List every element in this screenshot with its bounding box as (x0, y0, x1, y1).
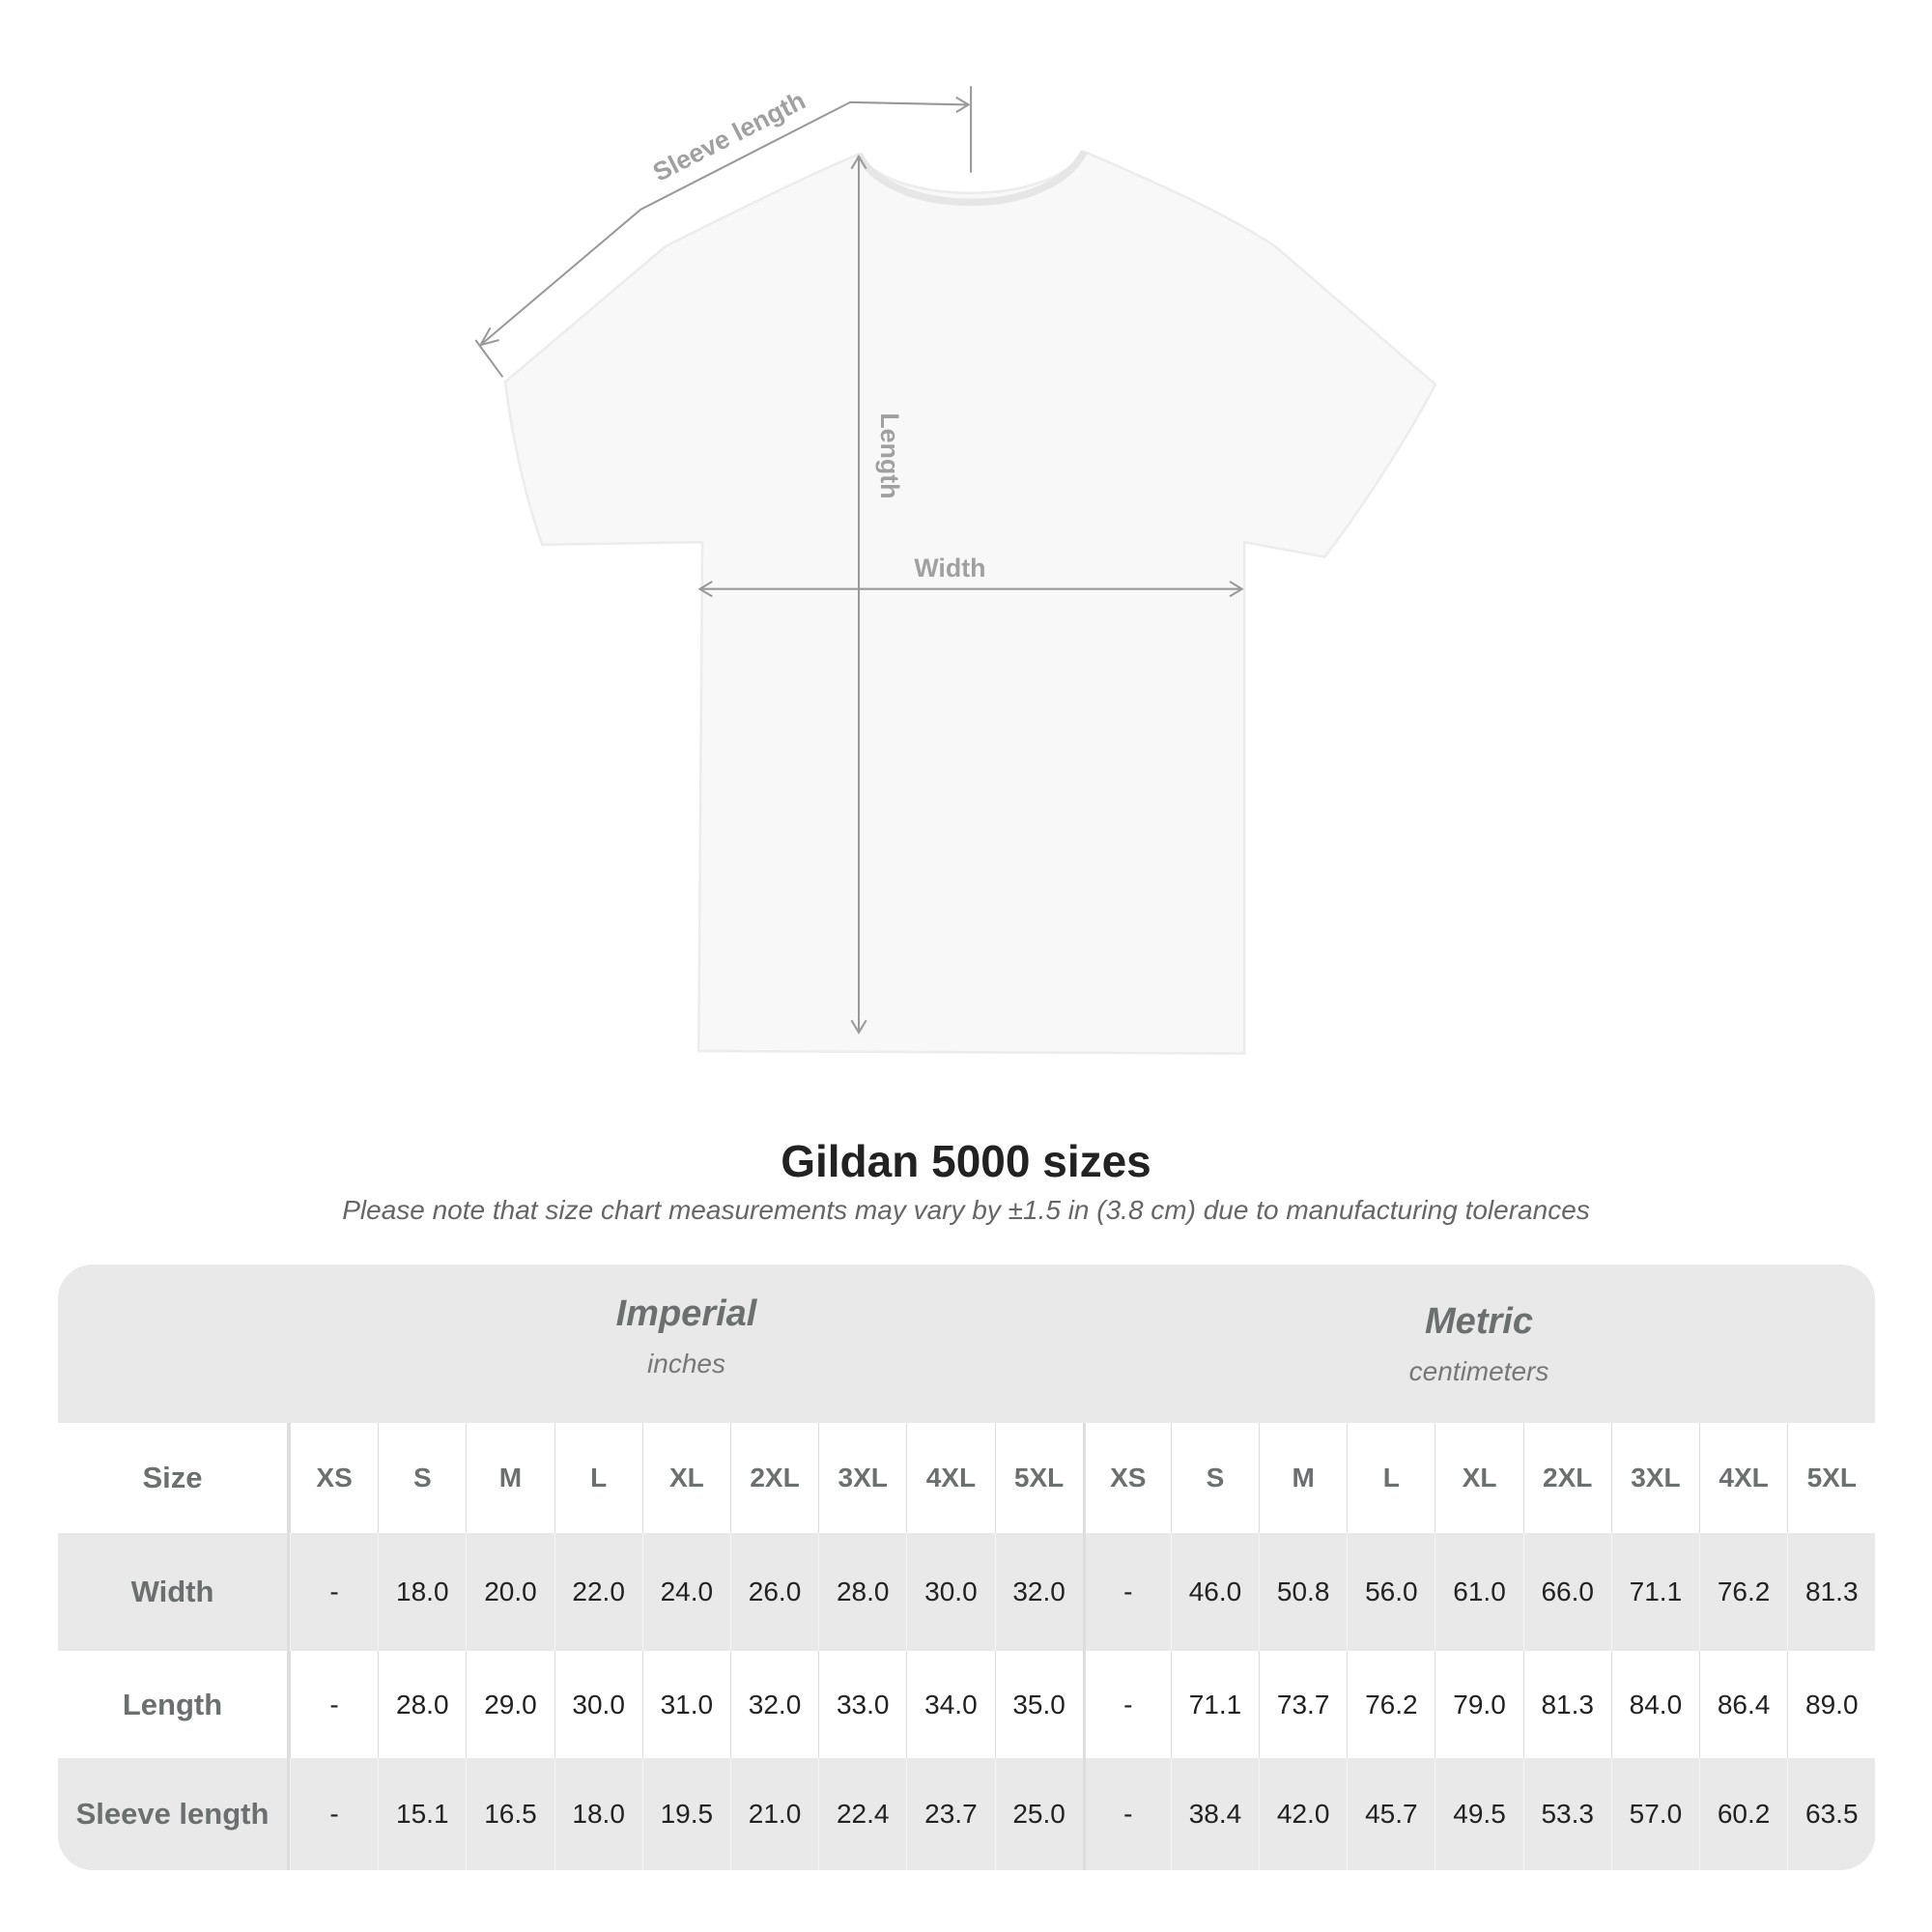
length-label: Length (875, 412, 904, 498)
value-cell-metric: 79.0 (1435, 1651, 1522, 1758)
value-cell-imperial: 33.0 (818, 1651, 906, 1758)
row-label: Width (58, 1533, 290, 1651)
value-cell-imperial: 24.0 (641, 1533, 730, 1651)
value-cell-metric: 50.8 (1259, 1533, 1347, 1651)
size-header-metric: 2XL (1522, 1423, 1611, 1533)
tshirt-collar (855, 149, 1088, 207)
table-row-length: Length -28.0 29.0 30.0 31.0 32.0 33.0 34.0 35.0-… (58, 1651, 1875, 1758)
size-header-metric: L (1347, 1423, 1435, 1533)
value-cell-metric: - (1082, 1533, 1171, 1651)
tolerance-note: Please note that size chart measurements… (342, 1195, 1590, 1225)
value-cell-metric: 66.0 (1522, 1533, 1611, 1651)
value-cell-metric: 60.2 (1699, 1758, 1787, 1870)
value-cell-imperial: 30.0 (554, 1651, 642, 1758)
length-arrow (850, 155, 867, 1035)
size-chart-table: Imperial inches Metric centimeters Size X… (58, 1264, 1875, 1870)
value-cell-metric: 63.5 (1787, 1758, 1875, 1870)
imperial-header: Imperial inches (290, 1293, 1083, 1379)
size-header-imperial: XL (641, 1423, 730, 1533)
size-header-metric: M (1259, 1423, 1347, 1533)
size-header-imperial: L (554, 1423, 642, 1533)
value-cell-metric: 56.0 (1347, 1533, 1435, 1651)
imperial-title: Imperial (615, 1293, 757, 1334)
value-cell-imperial: 18.0 (378, 1533, 466, 1651)
value-cell-metric: 45.7 (1347, 1758, 1435, 1870)
value-cell-imperial: 32.0 (994, 1533, 1083, 1651)
page-title: Gildan 5000 sizes (781, 1136, 1151, 1186)
tshirt-diagram: Sleeve length Length Width (474, 86, 1437, 1055)
value-cell-metric: 84.0 (1610, 1651, 1699, 1758)
value-cell-metric: 89.0 (1787, 1651, 1875, 1758)
value-cell-imperial: 16.5 (466, 1758, 554, 1870)
value-cell-imperial: 25.0 (994, 1758, 1083, 1870)
sleeve-length-label: Sleeve length (648, 86, 810, 187)
metric-title: Metric (1425, 1301, 1533, 1342)
value-cell-metric: 38.4 (1170, 1758, 1259, 1870)
table-row-sleeve-length: Sleeve length -15.1 16.5 18.0 19.5 21.0 22.4 23… (58, 1758, 1875, 1870)
width-arrow (697, 581, 1244, 598)
value-cell-imperial: 31.0 (641, 1651, 730, 1758)
row-label: Sleeve length (58, 1758, 290, 1870)
imperial-unit: inches (647, 1349, 725, 1378)
value-cell-imperial: - (290, 1651, 378, 1758)
value-cell-imperial: 21.0 (729, 1758, 818, 1870)
value-cell-imperial: 30.0 (906, 1533, 994, 1651)
value-cell-metric: - (1082, 1758, 1171, 1870)
row-label: Length (58, 1651, 290, 1758)
size-header-metric: 5XL (1787, 1423, 1875, 1533)
value-cell-imperial: 32.0 (729, 1651, 818, 1758)
value-cell-imperial: 20.0 (466, 1533, 554, 1651)
size-header-imperial: S (378, 1423, 466, 1533)
size-header-metric: 3XL (1610, 1423, 1699, 1533)
size-header-imperial: 3XL (818, 1423, 906, 1533)
value-cell-metric: 73.7 (1259, 1651, 1347, 1758)
metric-unit: centimeters (1408, 1356, 1549, 1386)
value-cell-metric: 81.3 (1787, 1533, 1875, 1651)
size-header-metric: S (1170, 1423, 1259, 1533)
value-cell-imperial: 15.1 (378, 1758, 466, 1870)
value-cell-imperial: - (290, 1533, 378, 1651)
size-header-imperial: M (466, 1423, 554, 1533)
sleeve-length-arrow (474, 86, 973, 378)
row-label: Size (58, 1423, 290, 1533)
value-cell-imperial: 18.0 (554, 1758, 642, 1870)
value-cell-imperial: 23.7 (906, 1758, 994, 1870)
value-cell-metric: 49.5 (1435, 1758, 1522, 1870)
value-cell-imperial: - (290, 1758, 378, 1870)
value-cell-metric: 86.4 (1699, 1651, 1787, 1758)
value-cell-metric: 76.2 (1347, 1651, 1435, 1758)
value-cell-imperial: 35.0 (994, 1651, 1083, 1758)
tshirt-shape (503, 150, 1437, 1055)
value-cell-metric: 42.0 (1259, 1758, 1347, 1870)
value-cell-metric: 53.3 (1522, 1758, 1611, 1870)
value-cell-imperial: 19.5 (641, 1758, 730, 1870)
value-cell-imperial: 22.0 (554, 1533, 642, 1651)
value-cell-metric: 57.0 (1610, 1758, 1699, 1870)
value-cell-imperial: 28.0 (378, 1651, 466, 1758)
value-cell-imperial: 26.0 (729, 1533, 818, 1651)
size-header-metric: XS (1082, 1423, 1171, 1533)
value-cell-metric: 61.0 (1435, 1533, 1522, 1651)
value-cell-metric: 71.1 (1610, 1533, 1699, 1651)
size-header-imperial: 5XL (994, 1423, 1083, 1533)
value-cell-metric: 81.3 (1522, 1651, 1611, 1758)
value-cell-metric: 46.0 (1170, 1533, 1259, 1651)
value-cell-metric: 76.2 (1699, 1533, 1787, 1651)
value-cell-metric: - (1082, 1651, 1171, 1758)
table-row-width: Width -18.0 20.0 22.0 24.0 26.0 28.0 30.0 32.0-4… (58, 1533, 1875, 1651)
size-header-row: Size XS S M L XL 2XL 3XL 4XL 5XL XS S M L XL 2XL 3XL 4XL 5… (58, 1423, 1875, 1533)
value-cell-metric: 71.1 (1170, 1651, 1259, 1758)
value-cell-imperial: 22.4 (818, 1758, 906, 1870)
size-header-imperial: XS (290, 1423, 378, 1533)
value-cell-imperial: 28.0 (818, 1533, 906, 1651)
size-header-imperial: 2XL (729, 1423, 818, 1533)
width-label: Width (914, 554, 985, 582)
value-cell-imperial: 34.0 (906, 1651, 994, 1758)
unit-header-band: Imperial inches Metric centimeters (58, 1264, 1875, 1423)
size-header-imperial: 4XL (906, 1423, 994, 1533)
size-header-metric: 4XL (1699, 1423, 1787, 1533)
size-header-metric: XL (1435, 1423, 1522, 1533)
value-cell-imperial: 29.0 (466, 1651, 554, 1758)
metric-header: Metric centimeters (1083, 1301, 1875, 1387)
